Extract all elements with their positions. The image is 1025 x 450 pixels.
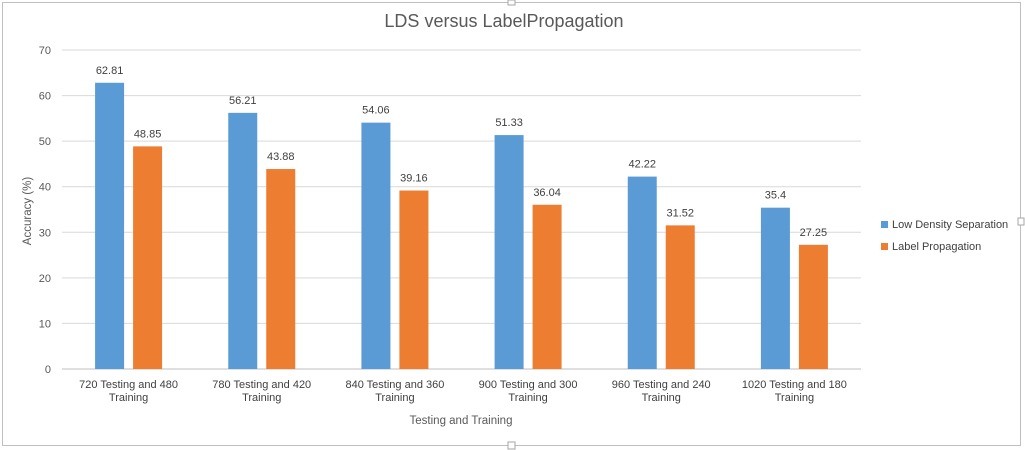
data-label: 51.33 (495, 117, 523, 129)
bars (95, 82, 828, 369)
y-tick-label: 10 (39, 318, 51, 330)
bar-lds[interactable] (95, 82, 125, 369)
x-tick-label: 720 Testing and 480 (79, 379, 178, 391)
x-tick-label: 900 Testing and 300 (479, 379, 578, 391)
y-tick-label: 60 (39, 91, 51, 103)
bar-label-propagation[interactable] (266, 169, 296, 369)
x-tick-label: 1020 Testing and 180 (742, 379, 847, 391)
data-label: 42.22 (628, 159, 656, 171)
resize-handle-bottom[interactable] (507, 441, 516, 450)
y-tick-label: 0 (45, 364, 51, 376)
bar-lds[interactable] (361, 122, 391, 369)
data-label: 35.4 (765, 190, 786, 202)
data-label: 31.52 (666, 207, 694, 219)
bar-lds[interactable] (760, 207, 790, 369)
bar-label-propagation[interactable] (665, 225, 695, 369)
data-labels: 62.81 48.85 56.21 43.88 54.06 39.16 51.33 36.04… (96, 65, 827, 239)
legend-entry: Label Propagation (892, 241, 981, 253)
bar-label-propagation[interactable] (532, 204, 562, 369)
chart-title: LDS versus LabelPropagation (384, 11, 623, 31)
x-tick-label: Training (775, 392, 814, 404)
data-label: 62.81 (96, 65, 124, 77)
x-axis-label: Testing and Training (410, 415, 513, 427)
resize-handle-right[interactable] (1017, 217, 1025, 226)
x-tick-label: Training (642, 392, 681, 404)
y-tick-label: 20 (39, 273, 51, 285)
bar-lds[interactable] (228, 112, 258, 369)
resize-handle-top[interactable] (507, 0, 516, 6)
y-tick-label: 40 (39, 182, 51, 194)
x-tick-label: Training (508, 392, 547, 404)
x-tick-label: 840 Testing and 360 (345, 379, 444, 391)
legend-swatch (881, 243, 888, 250)
bar-label-propagation[interactable] (399, 190, 429, 369)
data-label: 56.21 (229, 95, 257, 107)
data-label: 48.85 (134, 128, 162, 140)
gridlines (62, 49, 861, 370)
y-tick-label: 70 (39, 45, 51, 57)
y-axis-label: Accuracy (%) (22, 177, 34, 246)
data-label: 27.25 (800, 227, 828, 239)
x-tick-label: 780 Testing and 420 (212, 379, 311, 391)
legend-entry: Low Density Separation (892, 219, 1008, 231)
bar-lds[interactable] (494, 135, 524, 369)
y-tick-label: 30 (39, 227, 51, 239)
data-label: 54.06 (362, 105, 390, 117)
bar-label-propagation[interactable] (798, 244, 828, 369)
bar-lds[interactable] (627, 176, 657, 369)
data-label: 43.88 (267, 151, 295, 163)
y-tick-label: 50 (39, 136, 51, 148)
bar-label-propagation[interactable] (133, 146, 163, 369)
legend-swatch (881, 221, 888, 228)
x-tick-label: Training (109, 392, 148, 404)
y-axis-ticks: 0 10 20 30 40 50 60 70 (39, 45, 51, 376)
x-tick-label: Training (375, 392, 414, 404)
x-tick-label: 960 Testing and 240 (612, 379, 711, 391)
legend: Low Density Separation Label Propagation (881, 219, 1008, 253)
data-label: 39.16 (400, 173, 428, 185)
data-label: 36.04 (533, 187, 561, 199)
x-tick-label: Training (242, 392, 281, 404)
